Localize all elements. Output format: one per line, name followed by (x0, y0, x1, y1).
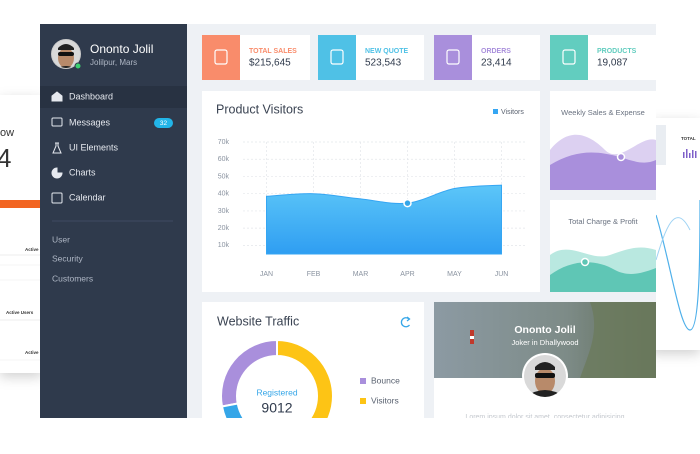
y-tick-label: 10k (218, 242, 230, 249)
y-tick-label: 20k (218, 225, 230, 232)
donut-value: 9012 (261, 400, 292, 416)
profile-name: Ononto Jolil (514, 324, 575, 336)
panel-title: Website Traffic (217, 314, 299, 328)
stat-label: NEW QUOTE (365, 48, 408, 55)
menu-item[interactable]: UI Elements (69, 142, 119, 152)
stat-glyph (446, 49, 460, 65)
stat-icon (434, 35, 472, 80)
x-tick-label: FEB (307, 271, 321, 278)
menu-item[interactable]: Dashboard (69, 91, 113, 101)
stat-value: 523,543 (365, 58, 402, 69)
donut-label: Registered (256, 387, 297, 397)
sidebar-link[interactable]: User (52, 234, 70, 244)
y-tick-label: 30k (218, 208, 230, 215)
x-tick-label: APR (400, 271, 414, 278)
stat-icon (550, 35, 588, 80)
badge-text: 32 (160, 120, 168, 127)
legend-label: Visitors (501, 109, 524, 116)
panel-title: Product Visitors (216, 102, 303, 116)
user-name: Ononto Jolil (90, 42, 153, 56)
profile-text: Lorem ipsum dolor sit amet, consectetur … (465, 414, 624, 421)
mini-title: Weekly Sales & Expense (561, 108, 645, 117)
mini-title: Total Charge & Profit (568, 217, 638, 226)
stat-glyph (330, 49, 344, 65)
menu-item[interactable]: Messages (69, 117, 111, 127)
stat-glyph (214, 49, 228, 65)
sidebar-link[interactable]: Customers (52, 273, 93, 283)
legend-label: Bounce (371, 375, 400, 385)
stat-value: 19,087 (597, 58, 628, 69)
sidebar-link[interactable]: Security (52, 253, 83, 263)
x-tick-label: MAY (447, 271, 462, 278)
y-tick-label: 70k (218, 139, 230, 146)
bg-text: TOTAL (681, 136, 696, 141)
stat-label: ORDERS (481, 48, 511, 55)
background-left-screen: ow 4 Active Active Users Active (0, 95, 42, 373)
legend-swatch (493, 109, 498, 114)
stat-icon (318, 35, 356, 80)
y-tick-label: 50k (218, 173, 230, 180)
stat-value: 23,414 (481, 58, 512, 69)
stat-value: $215,645 (249, 58, 291, 69)
y-tick-label: 40k (218, 191, 230, 198)
stat-glyph (562, 49, 576, 65)
badge (154, 118, 173, 128)
menu-item[interactable]: Charts (69, 167, 96, 177)
area (266, 184, 502, 255)
bg-text: Active Users (6, 310, 34, 315)
x-tick-label: JAN (260, 271, 273, 278)
x-tick-label: MAR (353, 271, 369, 278)
stat-icon (202, 35, 240, 80)
legend-swatch (360, 378, 366, 384)
stat-label: PRODUCTS (597, 48, 637, 55)
donut-slice (220, 402, 245, 418)
bg-text: Active (25, 247, 39, 252)
menu-icons (51, 91, 63, 204)
legend-label: Visitors (371, 395, 399, 405)
bg-text: Active (25, 350, 39, 355)
menu-active (40, 86, 187, 108)
bg-text: ow (0, 127, 14, 139)
point (403, 198, 412, 208)
x-tick-label: JUN (495, 271, 509, 278)
user-location: Jolilpur, Mars (90, 58, 137, 67)
refresh-icon[interactable] (400, 316, 411, 328)
profile-avatar (524, 355, 566, 397)
legend-swatch (360, 398, 366, 404)
profile-role: Joker in Dhallywood (511, 338, 578, 347)
background-right-screen: TOTAL (650, 118, 700, 350)
stat-label: TOTAL SALES (249, 48, 297, 55)
donut-slice (276, 338, 334, 418)
bg-text: 4 (0, 143, 11, 173)
y-tick-label: 60k (218, 156, 230, 163)
menu-item[interactable]: Calendar (69, 192, 106, 202)
